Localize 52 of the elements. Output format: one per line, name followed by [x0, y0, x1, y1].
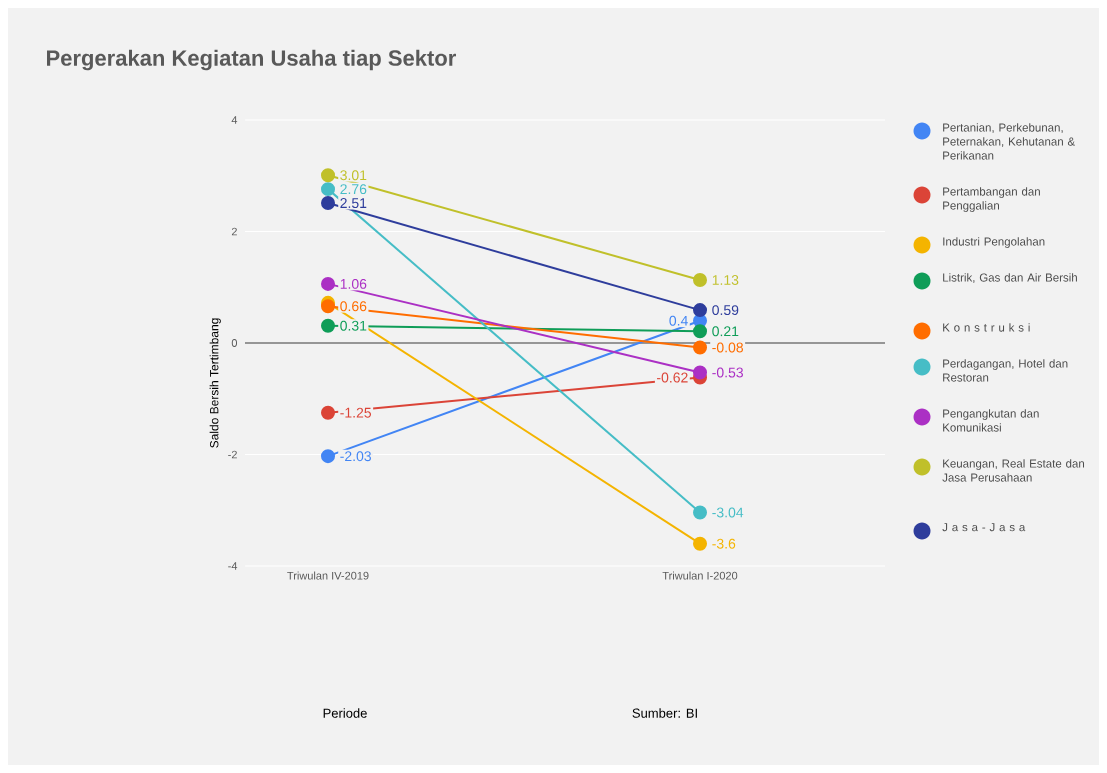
data-label: 1.06	[340, 278, 367, 289]
data-label: -3.04	[712, 507, 744, 518]
point	[321, 276, 336, 291]
legend-label: Industri Pengolahan	[943, 237, 1045, 248]
legend-label: Pertanian, Perkebunan, Peternakan, Kehutanan & Perikanan	[943, 123, 1075, 160]
data-label: -0.62	[657, 372, 688, 383]
point	[693, 340, 708, 355]
point	[693, 536, 708, 551]
y-tick-label: 4	[231, 116, 238, 124]
data-label: 2.51	[340, 198, 367, 209]
data-label: -1.25	[340, 407, 372, 418]
legend-label: Perdagangan, Hotel dan Restoran	[943, 359, 1068, 382]
data-label: -3.6	[712, 538, 736, 549]
y-tick-label: -4	[228, 562, 238, 570]
data-label: 1.13	[712, 275, 739, 285]
data-label: 3.01	[340, 170, 367, 181]
chart-title: Pergerakan Kegiatan Usaha tiap Sektor	[47, 49, 456, 71]
point	[321, 182, 336, 197]
x-tick-label: Triwulan I-2020	[662, 571, 738, 580]
data-label: 2.76	[340, 184, 367, 195]
data-label: 0.21	[712, 326, 739, 337]
point	[321, 168, 336, 183]
point	[693, 273, 708, 287]
point	[693, 365, 708, 380]
data-label: 0.59	[712, 305, 739, 316]
data-label: 0.31	[340, 320, 367, 331]
y-axis-title: Saldo Bersih Tertimbang	[209, 318, 221, 448]
legend-label: Pertambangan dan Penggalian	[943, 187, 1040, 212]
y-tick-label: 0	[231, 339, 238, 347]
point	[693, 324, 708, 339]
point	[693, 505, 708, 520]
legend-label: Pengangkutan dan Komunikasi	[943, 409, 1039, 432]
data-label: -0.08	[712, 342, 744, 353]
text: Sumber: BI	[632, 708, 697, 718]
point	[321, 318, 336, 333]
point	[321, 405, 336, 420]
point	[693, 303, 708, 318]
data-label: -2.03	[340, 451, 371, 462]
legend-label: J a s a - J a s a	[942, 523, 1026, 532]
point	[321, 196, 336, 211]
data-label: 0.4	[669, 315, 688, 326]
y-tick-label: -2	[228, 450, 237, 459]
legend-label: K o n s t r u k s i	[943, 323, 1030, 332]
data-label: -0.53	[712, 367, 743, 378]
y-tick-label: 2	[231, 227, 237, 236]
legend-label: Keuangan, Real Estate dan Jasa Perusahaan	[942, 459, 1085, 482]
text: Periode	[323, 708, 367, 718]
data-label: 0.66	[340, 301, 367, 312]
point	[321, 299, 336, 314]
legend-label: Listrik, Gas dan Air Bersih	[943, 273, 1077, 283]
point	[321, 449, 336, 464]
x-tick-label: Triwulan IV-2019	[287, 571, 369, 580]
